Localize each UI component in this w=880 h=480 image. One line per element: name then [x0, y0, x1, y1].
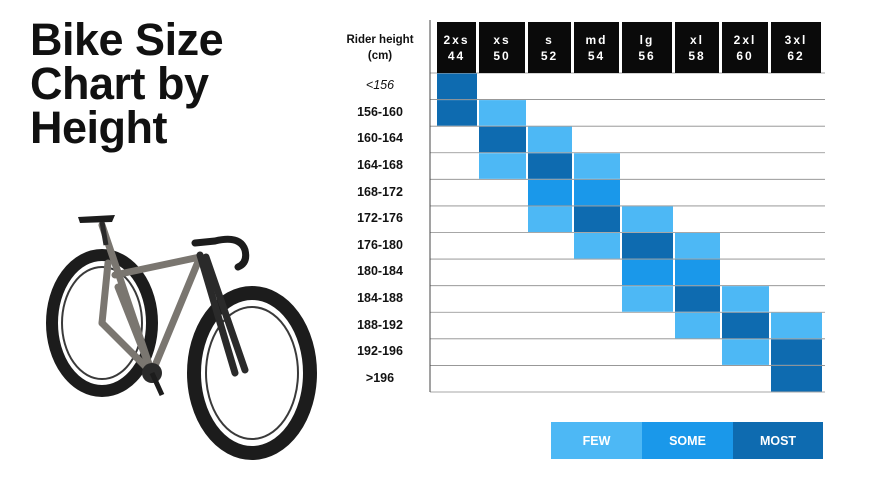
rider-height-unit: (cm)	[367, 50, 393, 62]
heatmap-cell	[675, 259, 720, 286]
size-number: 50	[493, 48, 511, 63]
height-row-label: 192-196	[357, 344, 403, 359]
size-label: xs	[493, 32, 511, 47]
bike-frame	[98, 221, 204, 377]
heatmap-cell	[771, 365, 822, 392]
height-row-label: 180-184	[357, 264, 403, 279]
title-line-2: Chart by	[30, 58, 209, 109]
heatmap-cell	[771, 339, 822, 365]
title-line-3: Height	[30, 102, 168, 153]
size-label: s	[545, 32, 554, 47]
size-column-header: 3xl 62	[771, 22, 821, 73]
bike-handlebar	[191, 235, 250, 271]
size-number: 58	[688, 48, 706, 63]
size-column-header: md 54	[574, 22, 619, 73]
size-label: 2xl	[733, 32, 757, 47]
heatmap-cell	[622, 286, 673, 312]
size-column-header: lg 56	[622, 22, 672, 73]
heatmap-cell	[528, 153, 572, 179]
title-line-1: Bike Size	[30, 14, 224, 65]
size-number: 62	[787, 48, 805, 63]
size-label: md	[585, 32, 608, 47]
size-number: 52	[540, 48, 559, 63]
height-row-label: 172-176	[357, 211, 403, 226]
heatmap-cell	[622, 233, 673, 259]
heatmap-cell	[528, 206, 572, 232]
heatmap-cell	[479, 100, 526, 126]
heatmap-cell	[722, 339, 769, 365]
legend-some: SOME	[642, 422, 733, 459]
heatmap-cell	[622, 206, 673, 232]
size-column-header: s 52	[528, 22, 571, 73]
size-label: 2xs	[443, 32, 470, 47]
height-row-label: 176-180	[357, 237, 403, 252]
bike-fork	[196, 251, 249, 377]
heatmap-cell	[622, 259, 673, 286]
heatmap-cell	[574, 153, 620, 179]
legend-few: FEW	[551, 422, 642, 459]
heatmap-cell	[437, 100, 477, 126]
height-row-label: 164-168	[357, 158, 403, 173]
height-row-label: 188-192	[357, 317, 403, 332]
heatmap-cell	[574, 179, 620, 206]
size-column-header: 2xs 44	[437, 22, 476, 73]
bike-saddle	[78, 215, 115, 223]
height-row-label: 184-188	[357, 290, 403, 305]
bicycle-illustration	[46, 215, 317, 460]
heatmap-cell	[675, 233, 720, 259]
heatmap-cell	[479, 126, 526, 153]
heatmap-cell	[771, 312, 822, 339]
size-number: 60	[736, 48, 754, 63]
size-column-header: 2xl 60	[722, 22, 768, 73]
size-column-header: xl 58	[675, 22, 719, 73]
rear-wheel	[46, 249, 158, 397]
legend-most: MOST	[733, 422, 823, 459]
rider-height-header: Rider height (cm)	[330, 32, 430, 64]
heatmap-cell	[528, 179, 572, 206]
size-label: xl	[689, 32, 704, 47]
height-row-label: <156	[365, 78, 395, 93]
size-number: 56	[638, 48, 656, 63]
height-row-label: >196	[365, 370, 395, 385]
size-label: 3xl	[784, 32, 808, 47]
heatmap-cell	[528, 126, 572, 153]
heatmap-cell	[574, 206, 620, 232]
rider-height-label: Rider height	[346, 34, 414, 46]
size-label: lg	[639, 32, 655, 47]
page-title: Bike Size Chart by Height	[30, 14, 224, 153]
height-row-label: 160-164	[357, 131, 403, 146]
size-number: 44	[447, 48, 466, 63]
size-column-header: xs 50	[479, 22, 525, 73]
height-row-label: 168-172	[357, 184, 403, 199]
height-row-label: 156-160	[357, 104, 403, 119]
heatmap-cell	[574, 233, 620, 259]
front-wheel	[187, 286, 317, 460]
heatmap-cell	[437, 73, 477, 100]
heatmap-cell	[479, 153, 526, 179]
heatmap-cell	[722, 312, 769, 339]
heatmap-cell	[675, 286, 720, 312]
size-number: 54	[587, 48, 606, 63]
heatmap-cell	[675, 312, 720, 339]
heatmap-cell	[722, 286, 769, 312]
